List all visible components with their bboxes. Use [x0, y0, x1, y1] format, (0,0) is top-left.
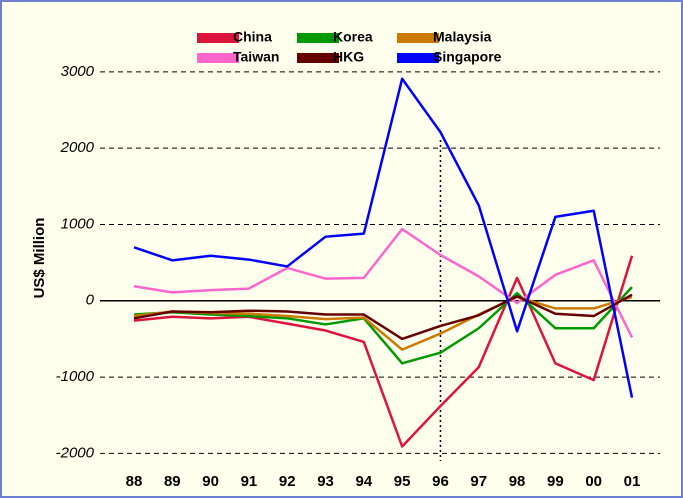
series-line — [133, 255, 634, 448]
y-axis-label: US$ Million — [31, 218, 48, 299]
legend-label: Korea — [333, 29, 373, 45]
x-tick-label: 00 — [585, 473, 602, 490]
legend-swatch — [197, 53, 239, 63]
x-tick-label: 96 — [432, 473, 449, 490]
x-tick-label: 92 — [279, 473, 296, 490]
series-line — [133, 77, 634, 398]
y-tick-label: 3000 — [61, 63, 95, 80]
legend-label: HKG — [333, 49, 364, 65]
x-tick-label: 91 — [241, 473, 258, 490]
series-line — [133, 227, 634, 338]
x-tick-label: 98 — [509, 473, 526, 490]
legend-swatch — [397, 53, 439, 63]
x-tick-label: 94 — [356, 473, 373, 490]
series-line — [133, 293, 633, 341]
x-tick-label: 89 — [164, 473, 181, 490]
legend-swatch — [197, 33, 239, 43]
x-tick-label: 95 — [394, 473, 411, 490]
x-tick-label: 99 — [547, 473, 564, 490]
legend-swatch — [297, 33, 339, 43]
y-tick-label: -2000 — [56, 444, 95, 461]
legend-swatch — [297, 53, 339, 63]
legend-label: Singapore — [433, 49, 502, 65]
x-tick-label: 88 — [126, 473, 143, 490]
x-tick-label: 90 — [202, 473, 219, 490]
y-tick-label: 0 — [86, 292, 95, 309]
legend-label: Malaysia — [433, 29, 492, 45]
x-tick-label: 93 — [317, 473, 334, 490]
legend-swatch — [397, 33, 439, 43]
y-tick-label: 2000 — [60, 139, 95, 156]
x-tick-label: 01 — [624, 473, 641, 490]
x-tick-label: 97 — [470, 473, 487, 490]
y-tick-label: 1000 — [61, 215, 95, 232]
y-tick-label: -1000 — [56, 368, 95, 385]
series-line — [133, 286, 633, 365]
legend-label: China — [233, 29, 272, 45]
legend-label: Taiwan — [233, 49, 279, 65]
